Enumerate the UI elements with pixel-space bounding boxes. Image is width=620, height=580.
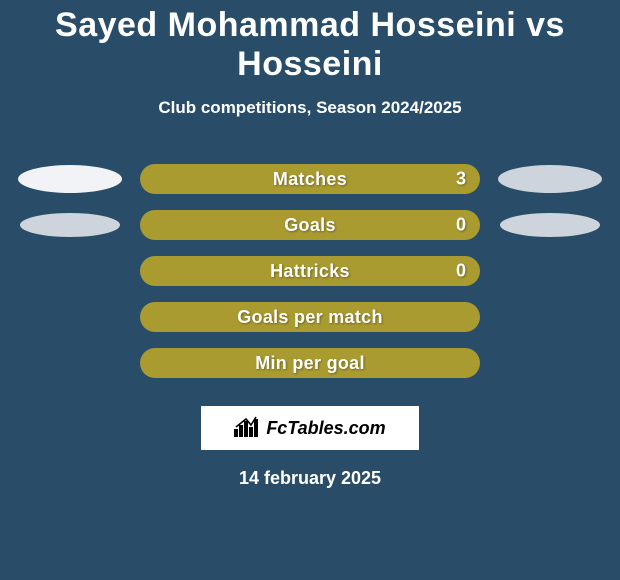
stat-value: 3 [456, 169, 466, 190]
left-oval-slot [10, 248, 130, 294]
player-left-oval-icon [18, 165, 122, 193]
left-oval-slot [10, 156, 130, 202]
brand-text: FcTables.com [266, 418, 385, 439]
stat-bar: Goals 0 [140, 210, 480, 240]
stat-label: Goals [284, 215, 336, 236]
stat-row: Hattricks 0 [0, 248, 620, 294]
left-oval-slot [10, 202, 130, 248]
infographic-root: Sayed Mohammad Hosseini vs Hosseini Club… [0, 0, 620, 580]
stat-label: Min per goal [255, 353, 365, 374]
left-oval-slot [10, 294, 130, 340]
right-oval-slot [490, 340, 610, 386]
stat-value: 0 [456, 215, 466, 236]
right-oval-slot [490, 202, 610, 248]
stat-label: Goals per match [237, 307, 383, 328]
stat-row: Matches 3 [0, 156, 620, 202]
subtitle: Club competitions, Season 2024/2025 [0, 98, 620, 118]
left-oval-slot [10, 340, 130, 386]
stat-row: Min per goal [0, 340, 620, 386]
player-left-oval-icon [20, 213, 120, 237]
stat-value: 0 [456, 261, 466, 282]
brand-bars-icon [234, 415, 260, 442]
brand-badge: FcTables.com [201, 406, 419, 450]
stat-bar: Matches 3 [140, 164, 480, 194]
page-title: Sayed Mohammad Hosseini vs Hosseini [0, 0, 620, 84]
stat-label: Hattricks [270, 261, 350, 282]
stat-row: Goals 0 [0, 202, 620, 248]
stat-row: Goals per match [0, 294, 620, 340]
publish-date: 14 february 2025 [0, 468, 620, 489]
stat-bar: Goals per match [140, 302, 480, 332]
right-oval-slot [490, 248, 610, 294]
stat-bar: Hattricks 0 [140, 256, 480, 286]
right-oval-slot [490, 294, 610, 340]
stat-label: Matches [273, 169, 347, 190]
right-oval-slot [490, 156, 610, 202]
player-right-oval-icon [498, 165, 602, 193]
stat-rows: Matches 3 Goals 0 Hattricks 0 Goals per match M… [0, 156, 620, 386]
player-right-oval-icon [500, 213, 600, 237]
stat-bar: Min per goal [140, 348, 480, 378]
